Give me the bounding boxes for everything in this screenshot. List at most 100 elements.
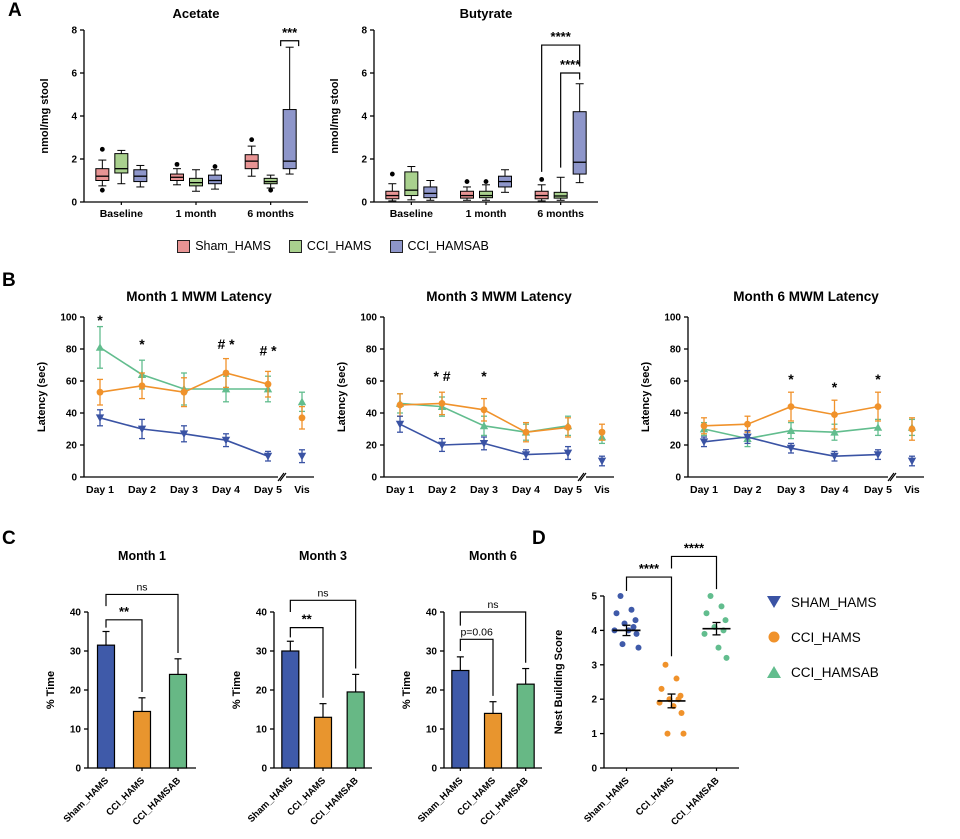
butyrate-svg: Butyrate 0 2 4 6 8 nmol/mg stool Baseline 1 mont… <box>329 6 598 220</box>
svg-text:Baseline: Baseline <box>390 208 433 220</box>
svg-text:0: 0 <box>71 473 77 484</box>
svg-text:20: 20 <box>426 686 438 697</box>
svg-text:Month 6: Month 6 <box>469 549 517 563</box>
svg-text:Day 3: Day 3 <box>170 484 198 496</box>
svg-text:20: 20 <box>66 441 78 452</box>
svg-text:6: 6 <box>71 69 77 80</box>
svg-text:60: 60 <box>66 377 78 388</box>
svg-text:Vis: Vis <box>294 484 310 496</box>
svg-text:*: * <box>788 371 794 387</box>
svg-text:Month 1: Month 1 <box>118 549 166 563</box>
month3-percent-time-chart: Month 3 0 10 20 30 40% Time Sham_HAMS CCI_HAMS C… <box>226 542 384 834</box>
panel-c-label: C <box>2 528 16 549</box>
svg-text:Latency (sec): Latency (sec) <box>36 362 48 433</box>
svg-text:Month 1 MWM Latency: Month 1 MWM Latency <box>126 289 272 304</box>
legend-item-sham-hams: SHAM_HAMS <box>765 594 879 610</box>
svg-text:Day 4: Day 4 <box>820 484 848 496</box>
panel-a-legend: Sham_HAMS CCI_HAMS CCI_HAMSAB <box>168 239 498 253</box>
panel-b-label: B <box>2 270 16 291</box>
svg-text:6 months: 6 months <box>537 208 584 220</box>
month1-percent-time-chart: Month 1 0 10 20 30 40% Time Sham_HAMS CCI_HAMS C… <box>40 542 208 834</box>
legend-label-cci-hamsab: CCI_HAMSAB <box>407 239 489 253</box>
svg-text:20: 20 <box>670 441 682 452</box>
legend-item-sham-hams: Sham_HAMS <box>177 239 271 253</box>
svg-text:***: *** <box>282 25 298 40</box>
svg-text:# *: # * <box>217 336 235 352</box>
svg-text:****: **** <box>551 29 572 44</box>
svg-text:80: 80 <box>66 345 78 356</box>
svg-text:*: * <box>875 371 881 387</box>
svg-text:20: 20 <box>70 686 82 697</box>
triangle-up-icon <box>765 664 783 680</box>
svg-text:60: 60 <box>670 377 682 388</box>
svg-text:Nest Building Score: Nest Building Score <box>553 630 565 735</box>
svg-text:Vis: Vis <box>904 484 920 496</box>
svg-text:0: 0 <box>431 764 437 775</box>
svg-text:Day 1: Day 1 <box>690 484 718 496</box>
legend-label-cci-hams: CCI_HAMS <box>791 629 861 645</box>
svg-text:80: 80 <box>366 345 378 356</box>
svg-text:Sham_HAMS: Sham_HAMS <box>416 775 466 825</box>
svg-text:Acetate: Acetate <box>173 6 220 21</box>
svg-text:Vis: Vis <box>594 484 610 496</box>
svg-text:0: 0 <box>371 473 377 484</box>
legend-item-cci-hamsab: CCI_HAMSAB <box>765 664 879 680</box>
mwm1-svg: Month 1 MWM Latency 0 20 40 60 80 100 Latency (… <box>36 289 314 496</box>
panel-d-legend: SHAM_HAMS CCI_HAMS CCI_HAMSAB <box>765 594 879 680</box>
svg-text:Day 5: Day 5 <box>554 484 582 496</box>
svg-text:4: 4 <box>71 112 77 123</box>
svg-text:ns: ns <box>487 599 498 611</box>
svg-text:Day 2: Day 2 <box>128 484 156 496</box>
svg-text:*: * <box>832 379 838 395</box>
mwm3-svg: Month 3 MWM Latency 0 20 40 60 80 100 Latency (… <box>336 289 614 496</box>
svg-text:10: 10 <box>256 725 268 736</box>
month6-mwm-latency-chart: Month 6 MWM Latency 0 20 40 60 80 100 Latency (… <box>632 285 930 523</box>
svg-text:2: 2 <box>71 155 77 166</box>
svg-text:Butyrate: Butyrate <box>460 6 513 21</box>
svg-text:Day 4: Day 4 <box>512 484 540 496</box>
svg-text:40: 40 <box>70 608 82 619</box>
svg-text:2: 2 <box>591 695 597 706</box>
svg-text:10: 10 <box>70 725 82 736</box>
circle-icon <box>765 629 783 645</box>
svg-text:CCI_HAMSAB: CCI_HAMSAB <box>669 775 722 828</box>
svg-text:*: * <box>97 312 103 328</box>
svg-text:Day 2: Day 2 <box>733 484 761 496</box>
panel-d-label: D <box>532 528 546 549</box>
svg-text:0: 0 <box>591 764 597 775</box>
sham-hams-swatch-icon <box>177 239 191 253</box>
month6-percent-time-chart: Month 6 0 10 20 30 40% Time Sham_HAMS CCI_HAMS C… <box>396 542 554 834</box>
svg-text:1: 1 <box>591 729 597 740</box>
svg-text:30: 30 <box>426 647 438 658</box>
svg-text:0: 0 <box>71 198 77 209</box>
svg-text:40: 40 <box>426 608 438 619</box>
svg-text:Day 2: Day 2 <box>428 484 456 496</box>
legend-item-cci-hamsab: CCI_HAMSAB <box>389 239 489 253</box>
svg-text:60: 60 <box>366 377 378 388</box>
svg-text:3: 3 <box>591 660 597 671</box>
cci-hamsab-swatch-icon <box>389 239 403 253</box>
svg-text:**: ** <box>302 612 313 627</box>
svg-text:Day 1: Day 1 <box>86 484 114 496</box>
svg-text:nmol/mg stool: nmol/mg stool <box>39 78 51 153</box>
svg-text:Day 5: Day 5 <box>254 484 282 496</box>
svg-text:**: ** <box>119 604 130 619</box>
svg-text:0: 0 <box>261 764 267 775</box>
panel-a-label: A <box>8 0 22 21</box>
svg-text:40: 40 <box>670 409 682 420</box>
svg-text:1 month: 1 month <box>176 208 217 220</box>
svg-text:100: 100 <box>664 313 681 324</box>
svg-text:nmol/mg stool: nmol/mg stool <box>329 78 341 153</box>
legend-label-cci-hams: CCI_HAMS <box>306 239 372 253</box>
svg-text:40: 40 <box>66 409 78 420</box>
svg-text:100: 100 <box>360 313 377 324</box>
svg-text:1 month: 1 month <box>466 208 507 220</box>
svg-text:Day 1: Day 1 <box>386 484 414 496</box>
svg-text:# *: # * <box>259 342 277 358</box>
svg-text:Latency (sec): Latency (sec) <box>640 362 652 433</box>
legend-label-cci-hamsab: CCI_HAMSAB <box>791 664 879 680</box>
